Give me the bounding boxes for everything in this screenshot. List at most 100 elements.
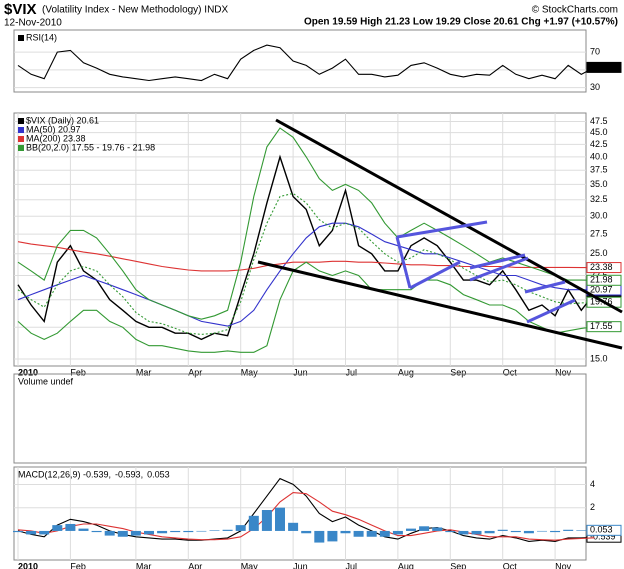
y-tick-label: 15.0 <box>590 353 608 363</box>
panel-title: Volume undef <box>18 376 74 386</box>
y-tick-label: 32.5 <box>590 194 608 204</box>
x-tick-label: Apr <box>188 561 202 569</box>
histogram-bar <box>353 530 364 537</box>
value-tag <box>586 262 622 274</box>
x-tick-label: Mar <box>136 367 152 377</box>
subtitle: (Volatility Index - New Methodology) IND… <box>42 5 229 16</box>
histogram-bar <box>497 529 508 531</box>
series-line <box>17 261 595 353</box>
x-tick-label: May <box>241 367 259 377</box>
channel-line <box>395 236 412 289</box>
histogram-bar <box>563 529 574 531</box>
histogram-bar <box>130 530 141 536</box>
y-tick-label: 4 <box>590 479 595 489</box>
histogram-bar <box>327 530 338 542</box>
histogram-bar <box>379 530 390 537</box>
histogram-bar <box>301 530 312 534</box>
trendline <box>257 260 623 350</box>
histogram-bar <box>523 530 534 534</box>
x-tick-label: Nov <box>555 367 572 377</box>
y-tick-label: 45.0 <box>590 127 608 137</box>
histogram-bar <box>170 530 181 533</box>
credit: © StockCharts.com <box>532 5 618 16</box>
histogram-bar <box>26 530 37 535</box>
y-tick-label: 30.0 <box>590 211 608 221</box>
y-tick-label: 25.0 <box>590 248 608 258</box>
histogram-bar <box>91 530 102 533</box>
channel-line <box>409 260 461 290</box>
series-line <box>17 192 595 335</box>
trendline <box>275 118 623 314</box>
y-tick-label: 42.5 <box>590 139 608 149</box>
y-tick-label: 2 <box>590 502 595 512</box>
legend-label: 0.053 <box>147 469 170 479</box>
panel-frame <box>13 29 587 93</box>
legend-swatch <box>18 136 24 142</box>
histogram-bar <box>314 530 325 543</box>
x-tick-label: Nov <box>555 561 572 569</box>
histogram-bar <box>419 526 430 531</box>
x-tick-label: 2010 <box>18 561 38 569</box>
x-tick-label: Mar <box>136 561 152 569</box>
histogram-bar <box>550 530 561 533</box>
title: $VIX <box>4 1 37 18</box>
legend-swatch <box>18 145 24 151</box>
value-tag <box>586 274 622 286</box>
histogram-bar <box>209 530 220 531</box>
series-line <box>17 222 595 327</box>
value-tag-label: 23.38 <box>590 262 613 272</box>
histogram-bar <box>340 530 351 534</box>
histogram-bar <box>248 515 259 531</box>
value-tag <box>586 321 622 333</box>
histogram-bar <box>510 530 521 533</box>
legend-label: MACD(12,26,9) -0.539, <box>18 469 111 479</box>
x-tick-label: Sep <box>450 561 466 569</box>
x-tick-label: Jul <box>346 561 358 569</box>
y-tick-label: 70 <box>590 47 600 57</box>
histogram-bar <box>196 530 207 532</box>
value-tag-label: 21.98 <box>590 275 613 285</box>
histogram-bar <box>39 530 50 535</box>
channel-line <box>526 298 576 324</box>
histogram-bar <box>275 507 285 531</box>
histogram-bar <box>288 522 299 531</box>
series-line <box>17 154 595 341</box>
histogram-bar <box>471 530 482 535</box>
legend-label: BB(20,2.0) 17.55 - 19.76 - 21.98 <box>26 142 155 152</box>
trendlines <box>257 118 623 350</box>
histogram-bar <box>117 530 128 537</box>
histogram-bar <box>445 530 456 533</box>
x-tick-label: Jun <box>293 561 308 569</box>
x-tick-label: Apr <box>188 367 202 377</box>
x-tick-label: Aug <box>398 367 414 377</box>
histogram-bar <box>52 525 63 531</box>
x-tick-label: Aug <box>398 561 414 569</box>
histogram-bar <box>78 528 89 531</box>
y-tick-label: 27.5 <box>590 228 608 238</box>
histogram-bar <box>406 528 416 531</box>
channel-line <box>524 280 566 294</box>
histogram-bar <box>104 530 115 536</box>
histogram-bar <box>432 527 443 531</box>
legend-label: MA(200) 23.38 <box>26 133 86 143</box>
histogram-bar <box>484 530 495 534</box>
x-tick-label: Jul <box>346 367 358 377</box>
panel-frame <box>13 373 587 464</box>
x-tick-label: May <box>241 561 259 569</box>
value-tag-label: 17.55 <box>590 321 613 331</box>
histogram-bar <box>13 530 23 533</box>
series-line <box>17 127 595 320</box>
x-tick-label: Oct <box>503 561 518 569</box>
histogram-bar <box>144 530 154 535</box>
histogram-bar <box>261 510 272 531</box>
channel-line <box>469 253 526 270</box>
legend-label: MA(50) 20.97 <box>26 124 81 134</box>
histogram-bar <box>458 530 469 535</box>
histogram-bar <box>392 530 403 535</box>
x-tick-label: Oct <box>503 367 518 377</box>
histogram-bar <box>65 523 76 531</box>
quote: Open 19.59 High 21.23 Low 19.29 Close 20… <box>304 17 618 28</box>
histogram-bar <box>366 530 377 537</box>
